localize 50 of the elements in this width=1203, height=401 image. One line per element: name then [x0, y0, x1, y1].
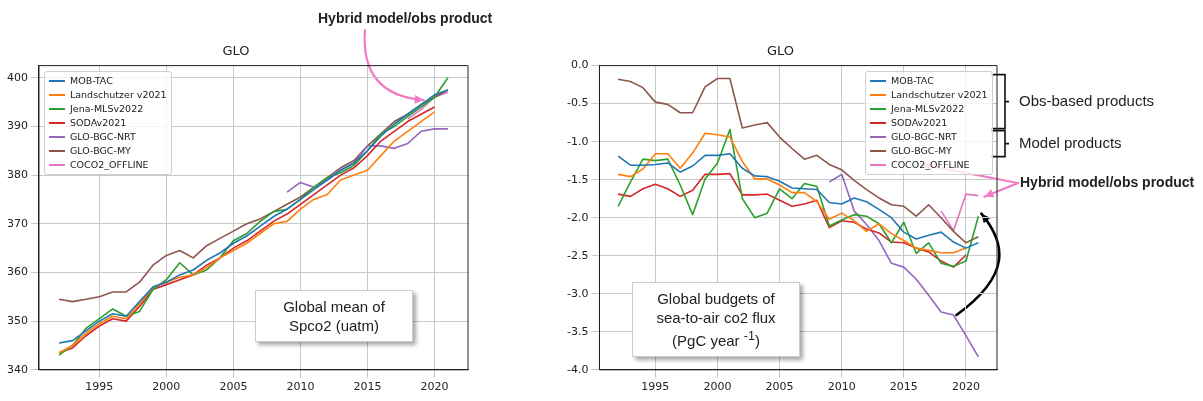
annotation: Hybrid model/obs product — [318, 10, 493, 26]
y-tick-label: -3.5 — [566, 324, 589, 338]
y-tick-label: -2.5 — [566, 248, 589, 262]
x-tick-label: 1995 — [85, 380, 114, 394]
legend-label: Jena-MLSv2022 — [69, 103, 144, 115]
x-tick-label: 2005 — [219, 380, 248, 394]
y-tick-label: 350 — [7, 313, 28, 327]
x-tick-label: 2015 — [353, 380, 382, 394]
chart-title: GLO — [766, 43, 795, 59]
x-tick-label: 2010 — [827, 380, 856, 394]
legend-label: COCO2_OFFLINE — [891, 159, 970, 171]
x-tick-label: 2005 — [765, 380, 794, 394]
legend-label: MOB-TAC — [69, 75, 113, 87]
y-tick-label: -1.0 — [566, 134, 589, 148]
legend-label: Landschutzer v2021 — [69, 89, 167, 101]
legend-label: Landschutzer v2021 — [891, 89, 988, 101]
y-tick-label: 400 — [7, 70, 28, 84]
text: Obs-based products — [1019, 91, 1155, 109]
legend-label: SODAv2021 — [69, 117, 127, 129]
y-tick-label: -3.0 — [566, 286, 589, 300]
y-tick-label: -2.0 — [566, 210, 589, 224]
annotation: Hybrid model/obs product — [1020, 174, 1195, 190]
legend-label: MOB-TAC — [891, 75, 934, 87]
x-tick-label: 1995 — [641, 380, 670, 394]
legend-label: COCO2_OFFLINE — [69, 159, 149, 171]
x-tick-label: 2010 — [286, 380, 315, 394]
legend-label: GLO-BGC-NRT — [69, 131, 136, 143]
y-tick-label: 390 — [7, 119, 28, 133]
chart-title: GLO — [222, 43, 250, 59]
y-tick-label: 380 — [7, 167, 28, 181]
y-tick-label: -1.5 — [566, 172, 589, 186]
x-tick-label: 2000 — [703, 380, 732, 394]
text-box: Global budgets of sea-to-air co2 flux (PgC year $^{-1}$) — [632, 282, 800, 357]
legend-label: GLO-BGC-NRT — [891, 131, 957, 143]
y-tick-label: -0.5 — [566, 96, 589, 110]
text: Model products — [1019, 133, 1122, 151]
y-tick-label: 370 — [7, 216, 28, 230]
legend-label: Jena-MLSv2022 — [891, 103, 965, 115]
legend-label: GLO-BGC-MY — [891, 145, 952, 157]
y-tick-label: 360 — [7, 265, 28, 279]
text-box: Global mean of Spco2 (uatm) — [255, 290, 413, 342]
y-tick-label: 340 — [7, 362, 28, 376]
legend-label: GLO-BGC-MY — [69, 145, 131, 157]
y-tick-label: -4.0 — [566, 362, 589, 376]
x-tick-label: 2000 — [152, 380, 181, 394]
y-tick-label: 0.0 — [570, 58, 589, 72]
x-tick-label: 2020 — [951, 380, 980, 394]
x-tick-label: 2020 — [420, 380, 449, 394]
x-tick-label: 2015 — [889, 380, 918, 394]
legend-label: SODAv2021 — [891, 117, 948, 129]
